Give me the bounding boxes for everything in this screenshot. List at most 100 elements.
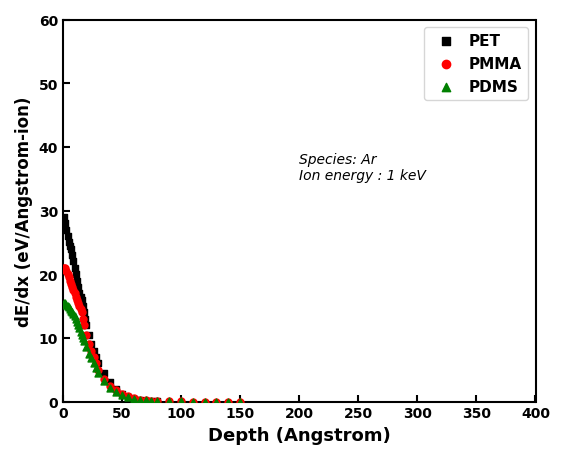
PET (81, 315, 90, 323)
PET (63, 233, 72, 240)
PDMS (224, 398, 233, 405)
PDMS (89, 360, 98, 367)
PMMA (80, 322, 89, 329)
PDMS (94, 369, 103, 377)
PDMS (82, 344, 91, 352)
PDMS (111, 388, 120, 396)
PDMS (72, 319, 81, 326)
PET (118, 391, 127, 398)
PMMA (224, 398, 233, 405)
PET (59, 214, 68, 221)
PET (69, 258, 78, 266)
PDMS (118, 392, 127, 399)
PET (111, 385, 120, 392)
PET (147, 397, 156, 405)
Text: Species: Ar
Ion energy : 1 keV: Species: Ar Ion energy : 1 keV (299, 152, 426, 182)
PET (86, 341, 95, 348)
PMMA (63, 271, 72, 278)
PMMA (66, 277, 75, 285)
PMMA (135, 396, 144, 403)
PDMS (164, 398, 173, 405)
PDMS (99, 378, 108, 385)
PDMS (69, 310, 78, 318)
PMMA (84, 341, 93, 348)
PET (80, 309, 89, 316)
PMMA (89, 353, 98, 361)
PDMS (106, 384, 115, 392)
PET (68, 252, 77, 259)
PDMS (86, 355, 95, 362)
PET (67, 246, 76, 253)
PET (153, 398, 162, 405)
PET (72, 277, 81, 285)
PMMA (176, 398, 185, 405)
PDMS (70, 312, 79, 319)
PDMS (62, 302, 71, 309)
PET (82, 322, 91, 329)
PDMS (60, 300, 69, 307)
PMMA (129, 395, 138, 402)
PET (73, 284, 82, 291)
PDMS (71, 315, 80, 323)
PMMA (141, 397, 150, 404)
PMMA (82, 331, 91, 339)
PMMA (123, 393, 132, 400)
PDMS (176, 398, 185, 405)
PET (66, 242, 75, 250)
Y-axis label: dE/dx (eV/Angstrom-ion): dE/dx (eV/Angstrom-ion) (15, 96, 33, 326)
PMMA (79, 315, 88, 323)
PET (84, 331, 93, 339)
Legend: PET, PMMA, PDMS: PET, PMMA, PDMS (424, 28, 528, 101)
PDMS (141, 397, 150, 404)
PET (77, 297, 86, 304)
PDMS (64, 304, 73, 311)
PDMS (200, 398, 209, 405)
PDMS (76, 328, 85, 336)
PMMA (67, 280, 76, 288)
PDMS (153, 397, 162, 405)
PMMA (212, 398, 221, 405)
PDMS (92, 365, 101, 372)
PMMA (200, 398, 209, 405)
PMMA (164, 398, 173, 405)
PET (64, 239, 73, 246)
PDMS (80, 338, 89, 345)
PET (99, 369, 108, 377)
PDMS (188, 398, 197, 405)
PMMA (70, 290, 79, 297)
PDMS (63, 303, 72, 310)
PMMA (68, 284, 77, 291)
PMMA (62, 268, 71, 275)
PMMA (236, 398, 245, 405)
PET (76, 293, 85, 301)
PET (135, 397, 144, 404)
PDMS (147, 397, 156, 405)
PET (60, 220, 69, 228)
PMMA (76, 306, 85, 313)
PMMA (69, 287, 78, 294)
PDMS (212, 398, 221, 405)
PDMS (59, 300, 68, 307)
PET (70, 264, 79, 272)
PMMA (71, 293, 80, 301)
PET (141, 397, 150, 405)
PET (106, 379, 115, 386)
PMMA (59, 264, 68, 272)
PET (123, 393, 132, 401)
PMMA (92, 360, 101, 367)
PMMA (64, 274, 73, 281)
PMMA (72, 297, 81, 304)
PMMA (73, 300, 82, 307)
PDMS (236, 398, 245, 405)
PDMS (135, 396, 144, 403)
PDMS (75, 325, 84, 332)
PMMA (86, 347, 95, 354)
PMMA (77, 309, 86, 316)
PDMS (67, 308, 76, 315)
PDMS (73, 322, 82, 329)
PDMS (79, 335, 88, 342)
PMMA (60, 264, 69, 272)
PET (62, 226, 71, 234)
PMMA (111, 386, 120, 394)
PMMA (94, 366, 103, 374)
